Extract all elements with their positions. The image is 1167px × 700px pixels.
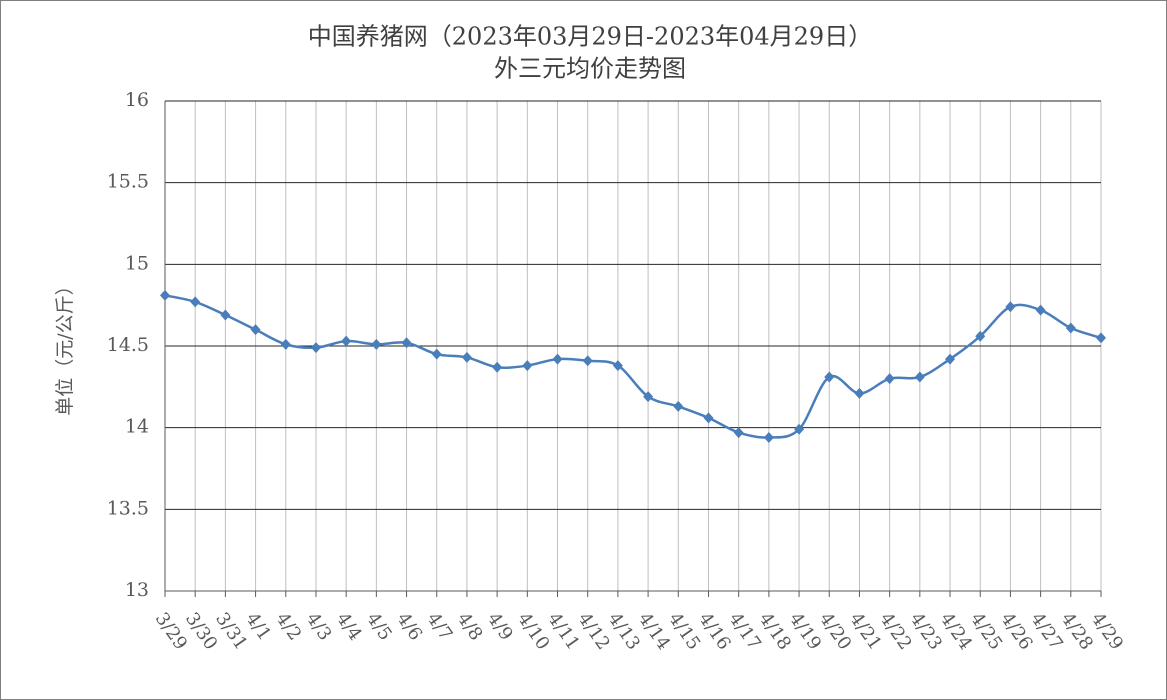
marker <box>884 373 895 385</box>
y-tick-label: 15.5 <box>107 171 149 193</box>
marker <box>763 431 774 443</box>
marker <box>1065 322 1076 334</box>
y-tick-label: 13 <box>125 579 149 601</box>
marker <box>733 427 744 439</box>
marker <box>250 324 261 336</box>
marker <box>461 351 472 363</box>
marker <box>190 296 201 308</box>
marker <box>492 361 503 373</box>
marker <box>401 337 412 349</box>
chart-title: 中国养猪网（2023年03月29日-2023年04月29日） <box>308 23 872 51</box>
y-tick-label: 14.5 <box>107 334 149 356</box>
y-tick-label: 14 <box>125 416 149 438</box>
chart-subtitle: 外三元均价走势图 <box>494 55 686 83</box>
marker <box>612 360 623 372</box>
y-axis-label: 单位（元/公斤） <box>54 276 76 415</box>
marker <box>643 391 654 403</box>
marker <box>914 371 925 383</box>
y-tick-label: 16 <box>125 89 149 111</box>
y-tick-label: 15 <box>125 252 149 274</box>
marker <box>1035 304 1046 316</box>
marker <box>552 353 563 365</box>
y-tick-label: 13.5 <box>107 497 149 519</box>
marker <box>673 400 684 412</box>
marker <box>975 330 986 342</box>
marker <box>160 289 170 301</box>
marker <box>703 412 714 424</box>
marker <box>824 371 835 383</box>
marker <box>1005 301 1016 313</box>
marker <box>794 423 805 435</box>
marker <box>341 335 352 347</box>
marker <box>1096 332 1106 344</box>
marker <box>582 355 593 367</box>
marker <box>220 309 231 321</box>
marker <box>522 360 533 372</box>
marker <box>310 342 321 354</box>
marker <box>371 338 382 350</box>
marker <box>280 338 291 350</box>
marker <box>854 387 865 399</box>
marker <box>431 348 442 360</box>
marker <box>945 353 956 365</box>
